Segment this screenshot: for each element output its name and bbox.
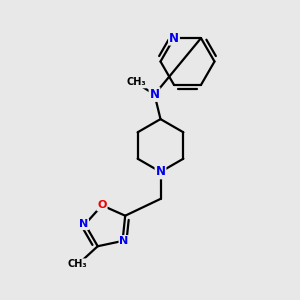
Text: N: N bbox=[155, 165, 166, 178]
Text: O: O bbox=[97, 200, 107, 210]
Text: CH₃: CH₃ bbox=[127, 77, 146, 88]
Text: N: N bbox=[169, 32, 179, 45]
Text: N: N bbox=[79, 219, 88, 229]
Text: N: N bbox=[119, 236, 129, 246]
Text: CH₃: CH₃ bbox=[68, 259, 87, 269]
Text: N: N bbox=[149, 88, 160, 101]
